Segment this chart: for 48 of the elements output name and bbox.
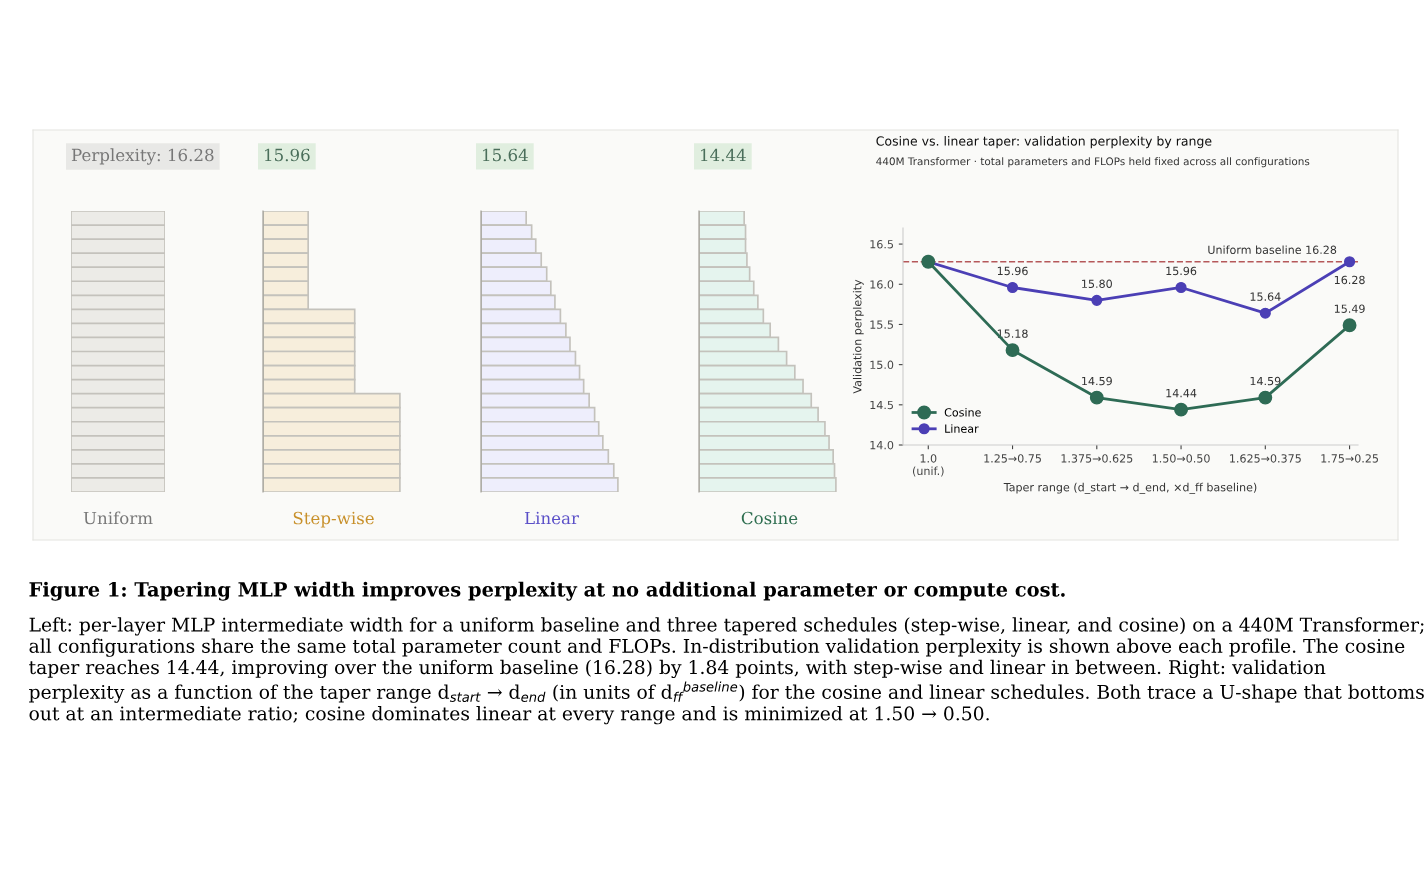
chart-title: 14.44 (701, 148, 746, 162)
data-label: 14.59 (1082, 376, 1112, 386)
y-tick-label: 16.0 (870, 280, 894, 289)
point (1174, 402, 1189, 417)
y-tick-label: 15.0 (870, 360, 894, 370)
chart-subtitle: 440M Transformer · total parameters and FLOPs held fixed across all configurations (876, 157, 1310, 168)
ref-line-label: Uniform baseline 16.28 (1208, 245, 1337, 254)
data-label: 16.28 (1334, 275, 1365, 285)
text: Uniform (83, 511, 153, 525)
y-axis-title: Validation perplexity (852, 279, 864, 394)
x-tick-label: 1.375→0.625 (1061, 454, 1133, 463)
x-axis-title: Taper range (d_start → d_end, ×d_ff baseline) (1003, 482, 1257, 494)
point (1258, 390, 1273, 405)
data-label: 15.96 (1166, 266, 1197, 276)
legend-label: Cosine (944, 407, 981, 417)
y-tick-label: 16.5 (870, 240, 893, 249)
point (1005, 343, 1020, 358)
text: Left: per-layer MLP intermediate width for a uniform baseline and three tapered schedules (step-wise, linear, and cosine) on a 440M Transformer; all configurations share the same total parameter count and FLOPs. In-distribution validation perplexity is shown above each profile. The cosine taper reaches 14.44, improving over the uniform baseline (16.28) by 1.84 points, with step-wise and linear in between. Right: validation perplexity as a function of the taper range d$_{start}$ → d$_{end}$ (in units of d$_{ff}$$^{baseline}$) for the cosine and linear schedules. Both trace a U-shape that bottoms out at an intermediate ratio; cosine dominates linear at every range and is minimized at 1.50 → 0.50. (29, 617, 1424, 725)
point (1344, 256, 1356, 268)
data-label: 15.80 (1082, 279, 1112, 288)
data-label: 15.64 (1250, 292, 1281, 301)
y-tick-label: 14.0 (870, 440, 894, 450)
point (1342, 318, 1357, 333)
data-label: 14.44 (1166, 389, 1197, 398)
x-tick-label: 1.625→0.375 (1230, 454, 1301, 463)
caption: Figure 1: Tapering MLP width improves perplexity at no additional parameter or compute cost. (29, 581, 1065, 601)
x-tick-label: 1.0 (unif.) (912, 454, 944, 477)
chart-title: Cosine vs. linear taper: validation perplexity by range (876, 136, 1212, 149)
text: Perplexity: 16.28 (71, 148, 214, 165)
x-axis-title: Step-wise (293, 511, 374, 528)
point (1006, 281, 1019, 294)
y-tick-label: 15.5 (870, 320, 893, 329)
legend-label: Linear (945, 424, 979, 433)
point (1091, 294, 1103, 306)
chart-title: 15.96 (265, 148, 310, 162)
data-label: 15.96 (997, 266, 1028, 276)
data-label: 15.49 (1334, 304, 1365, 313)
data-label: 14.59 (1250, 376, 1281, 386)
x-tick-label: 1.75→0.25 (1321, 454, 1378, 463)
point (1259, 307, 1271, 319)
point (1089, 390, 1104, 405)
chart-title: 15.64 (483, 148, 528, 162)
point (1175, 281, 1187, 294)
x-tick-label: 1.25→0.75 (984, 454, 1041, 463)
x-tick-label: 1.50→0.50 (1152, 454, 1210, 463)
y-tick-label: 14.5 (870, 400, 893, 410)
x-axis-title: Linear (524, 511, 579, 525)
x-axis-title: Cosine (741, 511, 798, 525)
